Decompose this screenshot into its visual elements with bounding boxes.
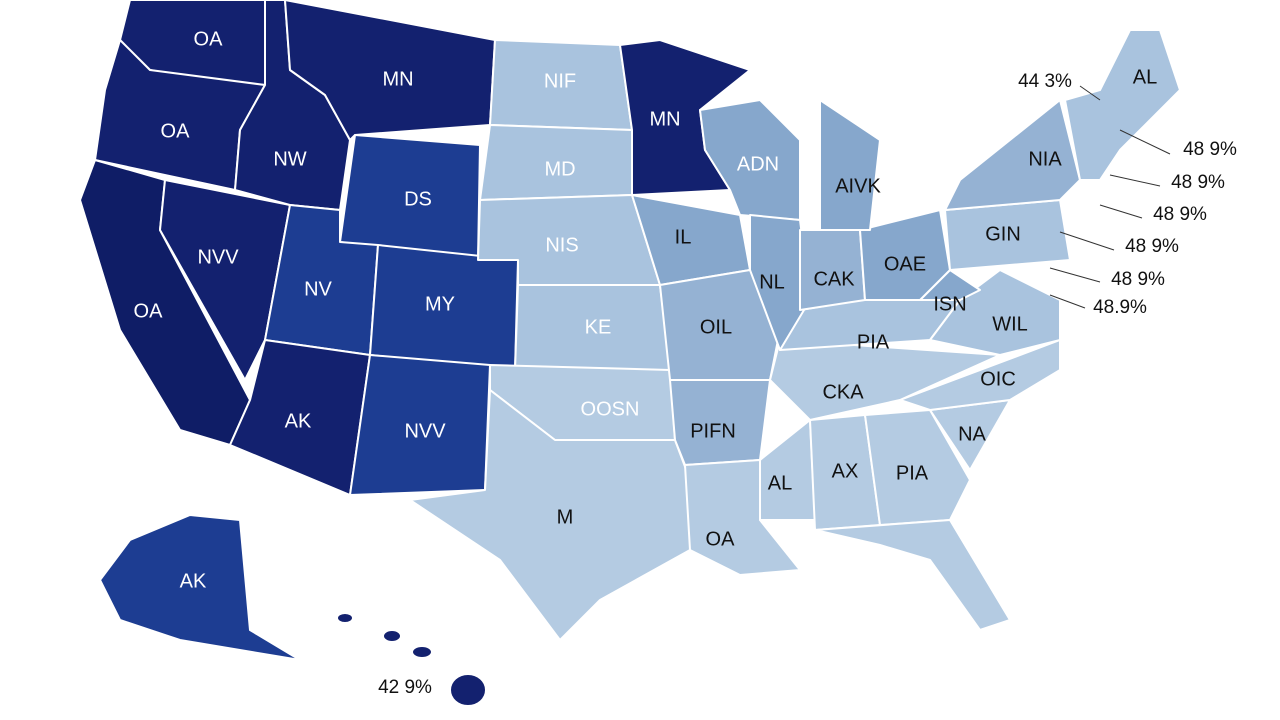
island [411,645,433,659]
state-label: NA [958,423,986,445]
state-label: MD [544,158,575,180]
leader [1049,267,1101,283]
state-label: OAE [884,253,926,275]
state-label: ISN [933,293,966,315]
state-label: OA [134,300,164,322]
state-label: AL [768,472,792,494]
state-label: OOSN [581,398,640,420]
island [382,629,402,643]
state-label: NIA [1028,148,1062,170]
state-label: MY [425,293,455,315]
state-label: AIVK [835,175,881,197]
state-label: NW [273,148,306,170]
callout: 42 9% [378,677,432,698]
state-label: NL [759,271,785,293]
state-label: OA [706,528,736,550]
state-label: MN [382,68,413,90]
callouts: 44 3% 48 9% 48 9% 48 9% 48 9% 48 9% 48.9… [378,71,1237,698]
state-label: MN [649,108,680,130]
state [759,419,816,521]
island [449,673,487,707]
state-label: GIN [985,223,1021,245]
leader [1049,294,1086,309]
state-label: PIFN [690,420,736,442]
callout: 48.9% [1093,297,1147,318]
state [864,409,971,526]
state-labels: OA MN OA NW OA NVV NV DS MY AK NVV NIF M… [134,28,1158,592]
state [659,269,781,381]
state-label: OA [194,28,224,50]
leader [1059,231,1115,251]
callout: 48 9% [1111,269,1165,290]
callout: 48 9% [1183,139,1237,160]
state-label: OIL [700,316,732,338]
state-label: KE [585,316,612,338]
state [99,514,301,661]
state-label: ADN [737,153,779,175]
state [814,519,1011,631]
callout: 48 9% [1153,204,1207,225]
callout: 44 3% [1018,71,1072,92]
callout: 48 9% [1125,236,1179,257]
leader [1099,204,1143,219]
state-label: PIA [896,462,929,484]
states [79,0,1181,707]
state-label: AK [180,570,207,592]
state-label: OA [161,120,191,142]
state [944,99,1081,211]
state-label: CKA [822,381,864,403]
state-label: IL [675,226,692,248]
state-label: NVV [404,420,446,442]
state-label: CAK [813,268,855,290]
state-label: DS [404,188,432,210]
leader [1109,174,1161,187]
leader [1119,129,1171,155]
state-label: AX [832,460,859,482]
state-label: M [557,506,574,528]
state-label: NV [304,278,332,300]
state [749,214,811,351]
leader [1079,85,1101,101]
state [899,339,1061,411]
state-label: NVV [197,246,239,268]
leader-lines [1049,85,1171,309]
state-label: WIL [992,313,1028,335]
state [859,209,951,301]
state-label: OIC [980,368,1016,390]
state-label: NIF [544,70,576,92]
state-label: NIS [545,234,578,256]
state-label: AL [1133,66,1157,88]
callout: 48 9% [1171,172,1225,193]
island [336,612,354,624]
state [229,339,371,496]
state-label: AK [285,410,312,432]
state [409,389,691,641]
state [159,179,291,381]
state [819,99,881,231]
state-label: PIA [857,331,890,353]
state [1064,29,1181,181]
